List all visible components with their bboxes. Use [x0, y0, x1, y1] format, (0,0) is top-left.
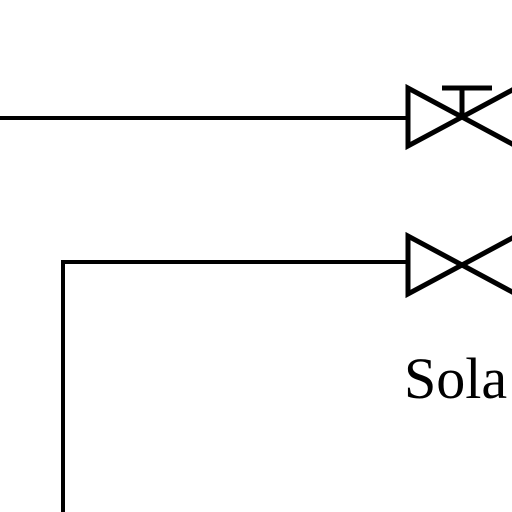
lower-pipe-line: [61, 260, 408, 512]
solar-label: Sola: [404, 346, 507, 411]
valve-icon: [405, 231, 512, 299]
gate-valve-icon: [405, 83, 512, 151]
